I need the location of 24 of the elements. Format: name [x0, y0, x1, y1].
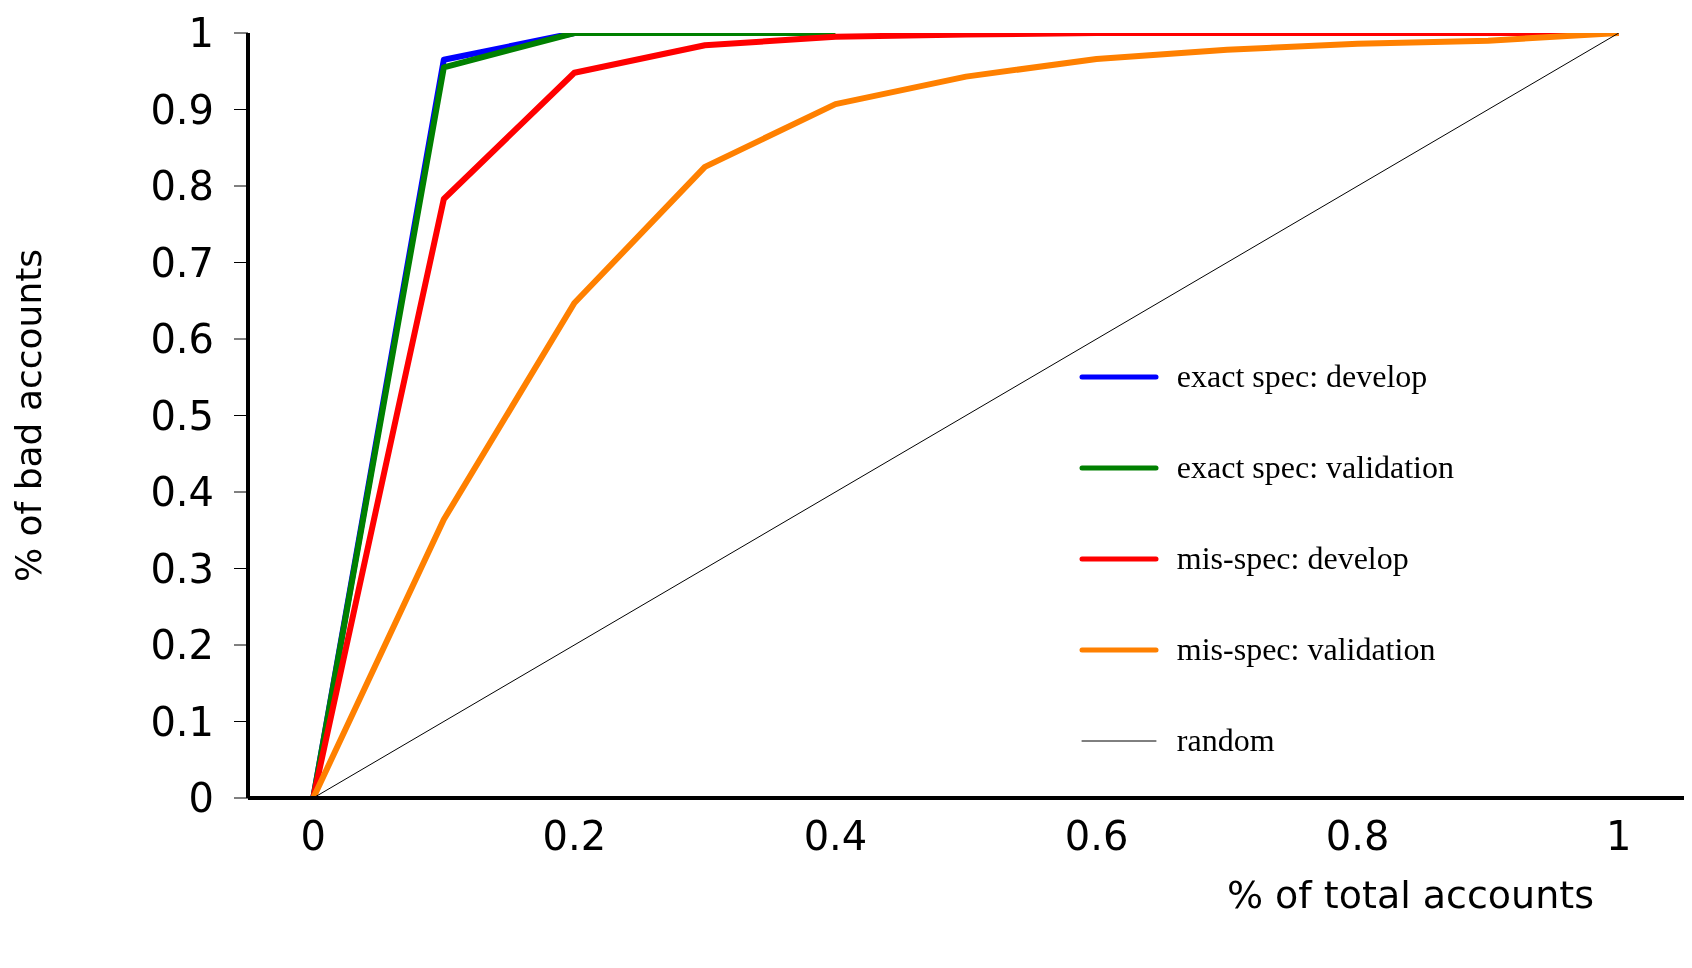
legend-label: exact spec: develop — [1176, 358, 1428, 395]
y-axis-title: % of bad accounts — [7, 248, 49, 583]
y-tick-label: 0.9 — [150, 86, 214, 133]
x-tick-label: 0.6 — [1064, 813, 1129, 860]
x-tick-label: 0.8 — [1325, 813, 1390, 860]
x-tick-label: 1 — [1606, 813, 1632, 860]
x-axis-title: % of total accounts — [1226, 873, 1594, 917]
y-tick-label: 0 — [188, 775, 214, 822]
y-tick-label: 0.3 — [150, 545, 214, 592]
legend-label: random — [1176, 722, 1275, 759]
y-tick-label: 1 — [188, 10, 214, 57]
legend-label: mis-spec: develop — [1176, 540, 1409, 577]
y-tick-label: 0.1 — [150, 698, 214, 745]
x-tick-label: 0.4 — [803, 813, 868, 860]
legend-label: mis-spec: validation — [1176, 631, 1436, 668]
y-tick-label: 0.8 — [150, 163, 214, 210]
x-tick-label: 0 — [300, 813, 326, 860]
legend-label: exact spec: validation — [1176, 449, 1454, 486]
y-tick-label: 0.5 — [150, 392, 214, 439]
y-tick-label: 0.7 — [150, 239, 214, 286]
y-tick-label: 0.2 — [150, 622, 214, 669]
x-tick-label: 0.2 — [542, 813, 607, 860]
y-tick-label: 0.4 — [150, 469, 214, 516]
y-tick-label: 0.6 — [150, 316, 214, 363]
